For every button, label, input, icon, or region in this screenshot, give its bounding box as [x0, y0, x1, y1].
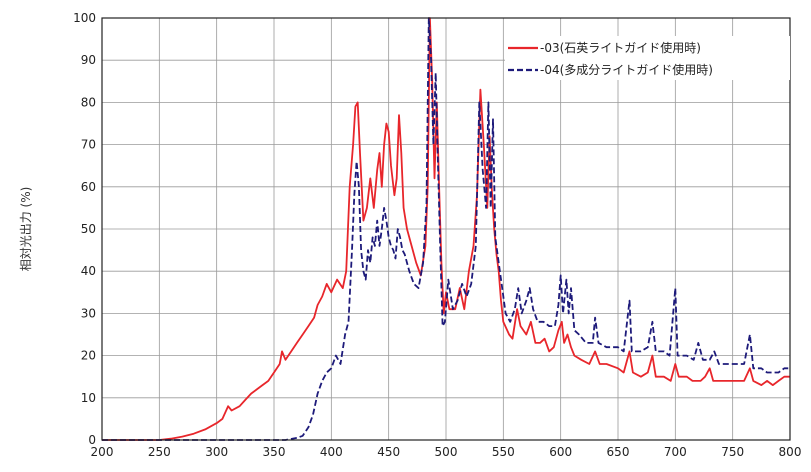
legend-box — [505, 36, 790, 80]
y-tick-label: 60 — [81, 180, 96, 194]
x-tick-label: 350 — [263, 445, 286, 459]
x-tick-label: 250 — [148, 445, 171, 459]
x-tick-label: 200 — [91, 445, 114, 459]
x-tick-label: 800 — [779, 445, 802, 459]
y-tick-label: 90 — [81, 53, 96, 67]
y-axis-ticks: 0 10 20 30 40 50 60 70 80 90 100 — [73, 11, 96, 447]
x-tick-label: 300 — [205, 445, 228, 459]
y-tick-label: 10 — [81, 391, 96, 405]
y-tick-label: 50 — [81, 222, 96, 236]
y-tick-label: 100 — [73, 11, 96, 25]
y-axis-label: 相対光出力 (%) — [19, 187, 33, 272]
y-tick-label: 40 — [81, 264, 96, 278]
x-tick-label: 600 — [549, 445, 572, 459]
series-line-1 — [102, 17, 790, 441]
x-tick-label: 650 — [607, 445, 630, 459]
x-axis-ticks: 200 250 300 350 400 450 500 550 600 650 700 750 800 — [91, 445, 802, 459]
y-tick-label: 30 — [81, 306, 96, 320]
legend-label-series-1: -04(多成分ライトガイド使用時) — [540, 62, 713, 77]
x-tick-label: 700 — [664, 445, 687, 459]
plot-frame — [101, 17, 791, 441]
y-tick-label: 70 — [81, 138, 96, 152]
x-tick-label: 550 — [492, 445, 515, 459]
y-tick-label: 80 — [81, 95, 96, 109]
x-tick-label: 400 — [320, 445, 343, 459]
series-layer — [102, 17, 790, 441]
x-tick-label: 450 — [377, 445, 400, 459]
y-tick-label: 20 — [81, 349, 96, 363]
legend-label-series-0: -03(石英ライトガイド使用時) — [540, 40, 701, 55]
x-tick-label: 750 — [721, 445, 744, 459]
y-tick-label: 0 — [88, 433, 96, 447]
x-tick-label: 500 — [435, 445, 458, 459]
series-line-0 — [102, 17, 790, 441]
legend: -03(石英ライトガイド使用時) -04(多成分ライトガイド使用時) — [505, 36, 790, 80]
